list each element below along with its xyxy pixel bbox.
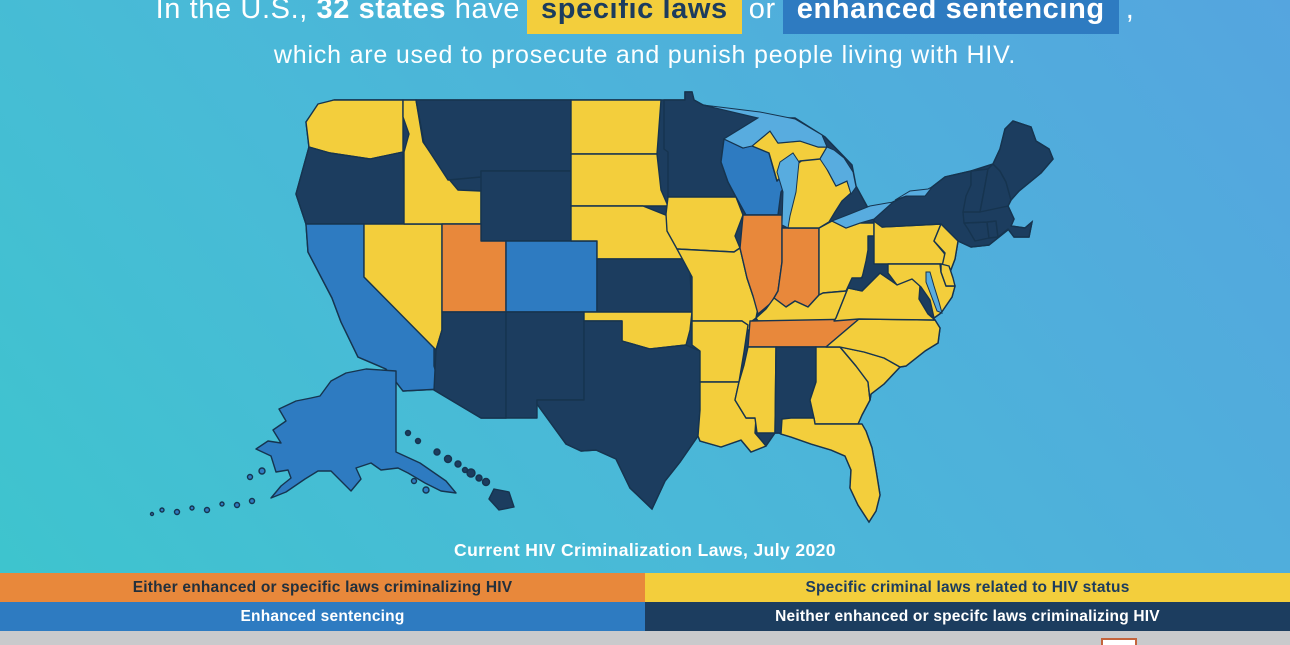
state-ia: Iowa — [665, 196, 744, 253]
state-ak: Alaska — [219, 501, 225, 507]
highlight-specific-laws: specific laws — [527, 0, 742, 34]
state-ar: Arkansas — [691, 320, 749, 383]
states-layer: WashingtonOregonCaliforniaNevadaIdahoMon… — [149, 91, 1054, 523]
state-ma: Massachusetts — [962, 205, 1033, 238]
state-wy: Wyoming — [480, 170, 572, 242]
title-text-have: have — [446, 0, 521, 25]
lake-erie — [830, 201, 895, 229]
state-hi: Hawaii — [404, 429, 412, 437]
state-hi: Hawaii — [481, 477, 491, 487]
state-de: Delaware — [940, 263, 956, 287]
state-or: Oregon — [295, 146, 416, 225]
state-fl: Florida — [780, 417, 881, 523]
title-line2: which are used to prosecute and punish p… — [273, 41, 1017, 69]
state-nc: North Carolina — [825, 318, 941, 368]
state-ak: Alaska — [255, 368, 457, 499]
lake-michigan — [776, 152, 800, 229]
legend-item-specific: Specific criminal laws related to HIV st… — [645, 573, 1290, 602]
title-block: In the U.S., 32 states have specific laws… — [0, 0, 1290, 70]
legend-item-either: Either enhanced or specific laws crimina… — [0, 573, 645, 602]
lake-huron — [819, 146, 857, 196]
title-text-intro: In the U.S., — [155, 0, 317, 25]
state-ak: Alaska — [410, 477, 418, 485]
state-hi: Hawaii — [488, 488, 515, 511]
state-ak: Alaska — [173, 508, 181, 516]
legend-item-enhanced: Enhanced sentencing — [0, 602, 645, 631]
title-line1: In the U.S., 32 states have specific laws… — [0, 0, 1290, 34]
state-ks: Kansas — [596, 258, 693, 313]
state-hi: Hawaii — [443, 454, 453, 464]
bottom-strip — [0, 631, 1290, 645]
legend: Either enhanced or specific laws crimina… — [0, 573, 1290, 631]
highlight-enhanced-sentencing: enhanced sentencing — [782, 0, 1119, 34]
state-ak: Alaska — [233, 501, 241, 509]
state-ak: Alaska — [203, 506, 211, 514]
state-hi: Hawaii — [433, 448, 441, 456]
state-ak: Alaska — [248, 497, 256, 505]
state-sd: South Dakota — [570, 153, 669, 207]
state-hi: Hawaii — [414, 437, 422, 445]
lake-ontario — [894, 186, 933, 201]
map-caption: Current HIV Criminalization Laws, July 2… — [454, 540, 836, 560]
great-lakes-layer — [702, 104, 943, 314]
state-hi: Hawaii — [475, 474, 483, 482]
state-ak: Alaska — [246, 473, 254, 481]
state-az: Arizona — [433, 311, 507, 419]
state-nd: North Dakota — [570, 99, 662, 155]
state-me: Maine — [992, 120, 1054, 201]
title-emph-32-states: 32 states — [316, 0, 447, 25]
chesapeake-bay — [925, 271, 943, 314]
state-hi: Hawaii — [466, 468, 476, 478]
lake-superior — [702, 104, 828, 149]
title-text-or: or — [748, 0, 776, 25]
title-text-comma: , — [1125, 0, 1135, 25]
state-ak: Alaska — [189, 505, 195, 511]
state-ak: Alaska — [258, 467, 266, 475]
state-ak: Alaska — [422, 486, 430, 494]
state-ak: Alaska — [159, 507, 165, 513]
state-tx: Texas — [536, 320, 701, 510]
legend-item-neither: Neither enhanced or specifc laws crimina… — [645, 602, 1290, 631]
state-hi: Hawaii — [454, 460, 462, 468]
state-ak: Alaska — [149, 511, 155, 517]
state-co: Colorado — [505, 240, 598, 313]
chlp-logo-partial — [1101, 638, 1137, 645]
